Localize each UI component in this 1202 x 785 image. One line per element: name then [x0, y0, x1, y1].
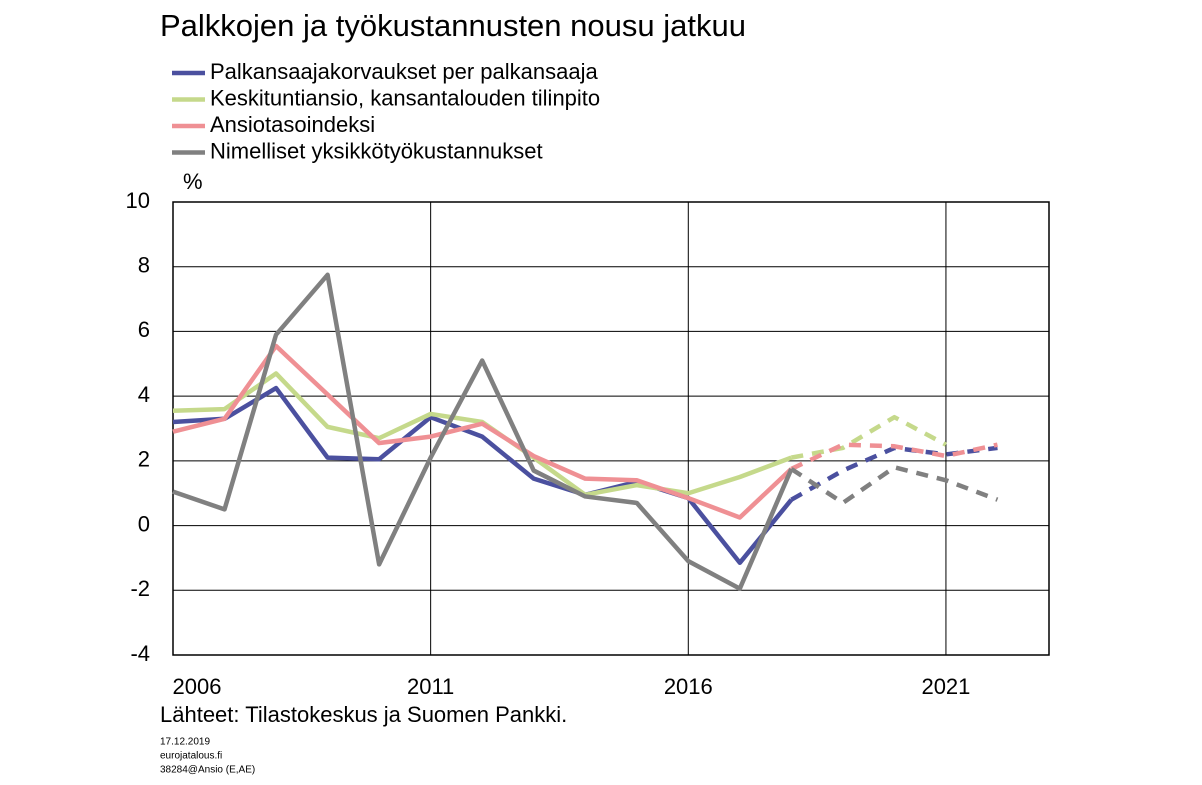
x-tick-label: 2016 [664, 674, 713, 699]
series-line [172, 385, 794, 566]
series-line [172, 343, 793, 520]
x-tick-label: 2011 [407, 674, 454, 699]
legend-label: Ansiotasoindeksi [210, 112, 375, 137]
y-tick-label: 8 [138, 253, 150, 278]
legend-label: Palkansaajakorvaukset per palkansaaja [210, 59, 598, 84]
y-unit: % [183, 169, 203, 194]
series-line [790, 465, 999, 506]
note: 38284@Ansio (E,AE) [160, 765, 255, 776]
legend-label: Keskituntiansio, kansantalouden tilinpit… [210, 85, 600, 110]
y-tick-label: -2 [130, 576, 150, 601]
y-tick-label: -4 [130, 641, 150, 666]
series-line [790, 414, 948, 460]
source: Lähteet: Tilastokeskus ja Suomen Pankki. [160, 702, 567, 727]
x-tick-label: 2006 [173, 674, 222, 699]
x-tick-label: 2021 [921, 674, 970, 699]
y-tick-label: 4 [138, 382, 150, 407]
y-tick-label: 2 [138, 447, 150, 472]
legend-label: Nimelliset yksikkötyökustannukset [210, 138, 543, 163]
chart-title: Palkkojen ja työkustannusten nousu jatku… [160, 8, 746, 43]
note: eurojatalous.fi [160, 751, 222, 762]
series-line [790, 442, 998, 471]
note: 17.12.2019 [160, 737, 210, 748]
y-tick-label: 10 [126, 188, 150, 213]
series-line [172, 272, 794, 591]
y-tick-label: 0 [138, 511, 150, 536]
y-tick-label: 6 [138, 317, 150, 342]
series-line [790, 445, 998, 502]
